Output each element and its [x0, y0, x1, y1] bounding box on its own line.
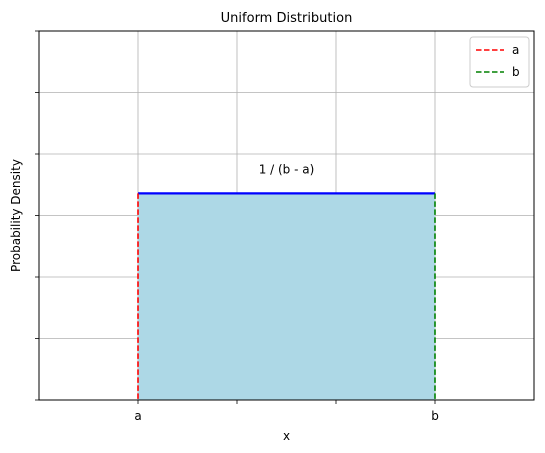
chart-title: Uniform Distribution	[221, 11, 353, 26]
legend: ab	[469, 36, 530, 88]
y-axis-label: Probability Density	[9, 159, 23, 272]
bound-lines	[137, 193, 436, 400]
density-area-fill	[138, 193, 435, 400]
density-annotation: 1 / (b - a)	[259, 162, 315, 176]
x-axis-label: x	[283, 429, 290, 443]
x-tick-label: b	[431, 409, 439, 423]
legend-label-b: b	[512, 65, 520, 79]
y-axis-ticks	[35, 30, 39, 401]
x-tick-label: a	[134, 409, 141, 423]
legend-label-a: a	[512, 43, 519, 57]
legend-box	[469, 36, 530, 88]
